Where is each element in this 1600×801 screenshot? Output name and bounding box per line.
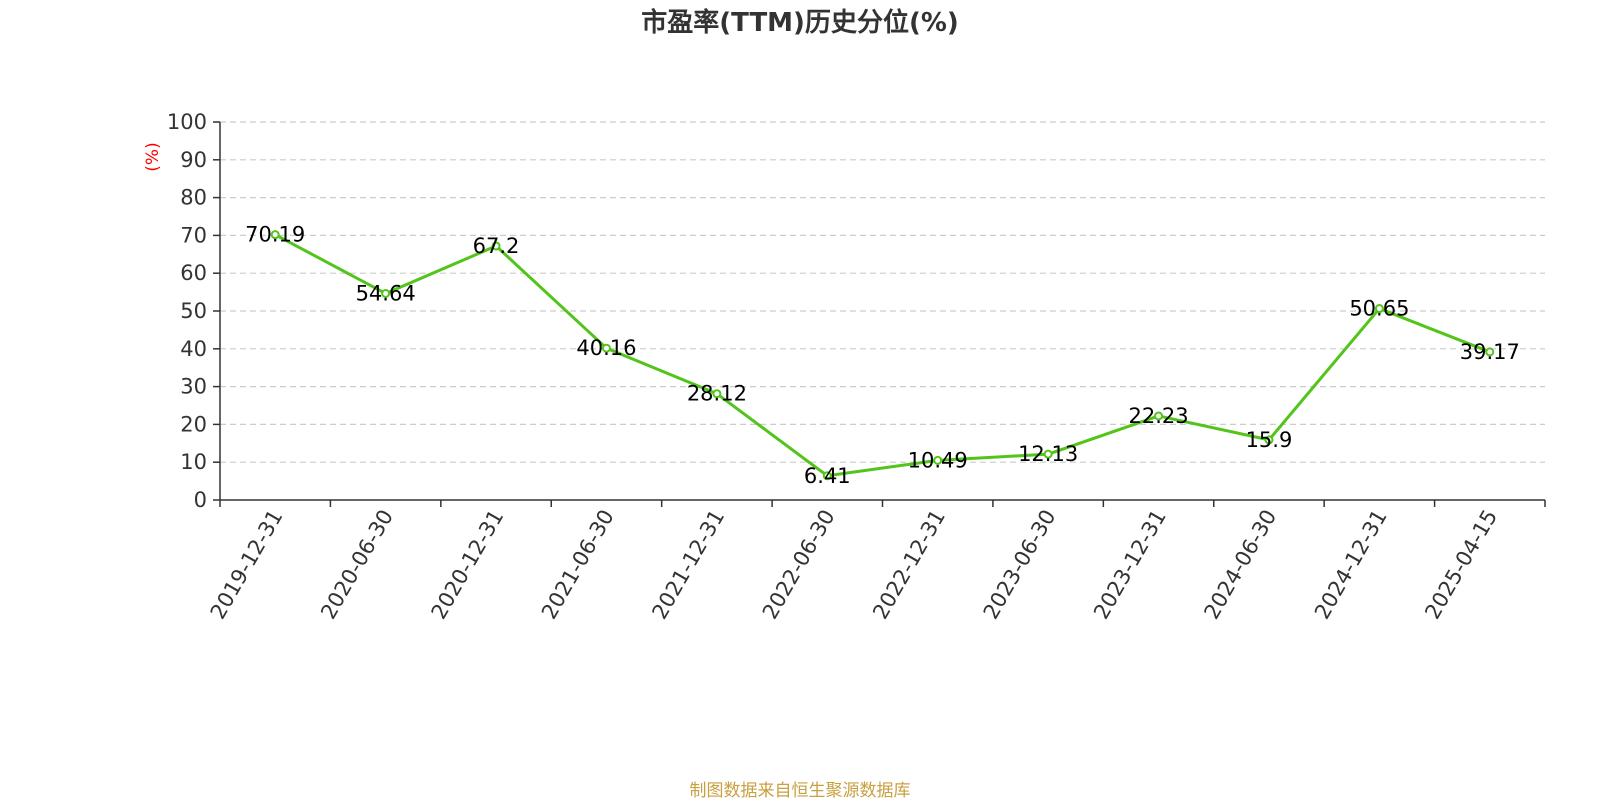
data-point bbox=[1485, 347, 1495, 357]
data-labels: 70.19 54.64 67.2 40.16 28.12 6.41 10.49 12.13 22… bbox=[245, 223, 1520, 488]
x-tick-label: 2019-12-31 bbox=[206, 506, 288, 624]
axes: 0 10 20 30 40 50 60 70 80 90 100 2019-12-31 2020-06-… bbox=[167, 110, 1546, 624]
x-tick-label: 2020-12-31 bbox=[427, 505, 509, 623]
y-tick-label: 60 bbox=[180, 261, 207, 285]
data-label: 40.16 bbox=[576, 336, 636, 360]
data-label: 28.12 bbox=[687, 382, 747, 406]
y-tick-label: 30 bbox=[180, 375, 207, 399]
x-tick-label: 2020-06-30 bbox=[316, 506, 398, 624]
x-tick-label: 2023-12-31 bbox=[1089, 506, 1171, 624]
data-point bbox=[1264, 435, 1274, 445]
data-point bbox=[601, 343, 611, 353]
series bbox=[270, 230, 1495, 481]
y-tick-label: 20 bbox=[180, 412, 207, 436]
x-tick-label: 2024-12-31 bbox=[1310, 506, 1392, 624]
data-point bbox=[712, 389, 722, 399]
y-tick-label: 90 bbox=[180, 148, 207, 172]
data-point bbox=[1374, 304, 1384, 314]
data-label: 15.9 bbox=[1246, 428, 1293, 452]
data-label: 54.64 bbox=[356, 281, 416, 305]
data-label: 12.13 bbox=[1018, 442, 1078, 466]
data-point bbox=[270, 230, 280, 240]
data-label: 67.2 bbox=[473, 234, 520, 258]
data-point bbox=[381, 288, 391, 298]
gridlines bbox=[220, 121, 1545, 463]
y-tick-label: 70 bbox=[180, 223, 207, 247]
data-label: 6.41 bbox=[804, 464, 851, 488]
data-label: 50.65 bbox=[1349, 297, 1409, 321]
data-point bbox=[933, 455, 943, 465]
y-tick-label: 80 bbox=[180, 186, 207, 210]
x-tick-label: 2025-04-15 bbox=[1420, 506, 1502, 624]
data-point bbox=[1154, 411, 1164, 421]
y-axis-unit-label: (%) bbox=[143, 142, 163, 171]
y-tick-label: 40 bbox=[180, 337, 207, 361]
source-note: 制图数据来自恒生聚源数据库 bbox=[689, 781, 911, 801]
y-tick-label: 0 bbox=[194, 488, 207, 512]
y-tick-label: 100 bbox=[167, 110, 207, 134]
y-tick-label: 50 bbox=[180, 299, 207, 323]
data-label: 70.19 bbox=[245, 223, 305, 247]
data-point bbox=[1043, 449, 1053, 459]
chart-title: 市盈率(TTM)历史分位(%) bbox=[641, 8, 959, 38]
data-point bbox=[491, 241, 501, 251]
x-tick-label: 2024-06-30 bbox=[1199, 506, 1281, 624]
data-label: 39.17 bbox=[1460, 340, 1520, 364]
x-tick-label: 2022-12-31 bbox=[868, 505, 950, 623]
x-tick-label: 2023-06-30 bbox=[979, 506, 1061, 624]
x-tick-label: 2021-12-31 bbox=[647, 506, 729, 624]
data-label: 22.23 bbox=[1128, 404, 1188, 428]
series-line bbox=[274, 233, 1491, 478]
data-point bbox=[822, 471, 832, 481]
x-tick-label: 2021-06-30 bbox=[537, 506, 619, 624]
x-tick-label: 2022-06-30 bbox=[758, 506, 840, 624]
y-tick-label: 10 bbox=[180, 450, 207, 474]
data-label: 10.49 bbox=[908, 448, 968, 472]
